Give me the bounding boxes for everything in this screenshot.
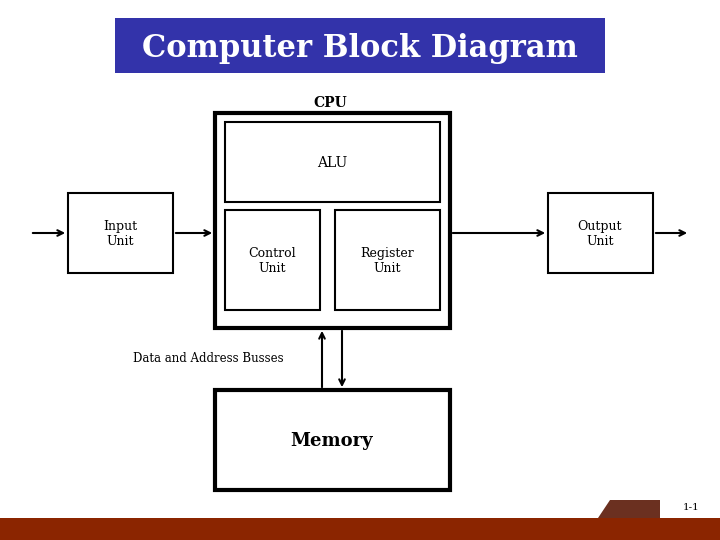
Bar <box>115 18 605 73</box>
Text: Output
Unit: Output Unit <box>577 220 622 248</box>
Polygon shape <box>598 500 660 518</box>
Text: CPU: CPU <box>313 96 347 110</box>
Bar <box>225 210 320 310</box>
Text: Computer Block Diagram: Computer Block Diagram <box>142 32 578 64</box>
Text: ALU: ALU <box>317 156 347 170</box>
Bar <box>215 390 450 490</box>
Bar <box>68 193 173 273</box>
Bar <box>335 210 440 310</box>
Text: Register
Unit: Register Unit <box>360 247 414 275</box>
Bar <box>225 122 440 202</box>
Text: Input
Unit: Input Unit <box>103 220 137 248</box>
Text: 1-1: 1-1 <box>683 503 700 512</box>
Bar <box>0 518 720 540</box>
Text: Data and Address Busses: Data and Address Busses <box>133 352 284 365</box>
Text: Memory: Memory <box>291 432 373 450</box>
Bar <box>548 193 653 273</box>
Text: Control
Unit: Control Unit <box>248 247 296 275</box>
Bar <box>215 113 450 328</box>
